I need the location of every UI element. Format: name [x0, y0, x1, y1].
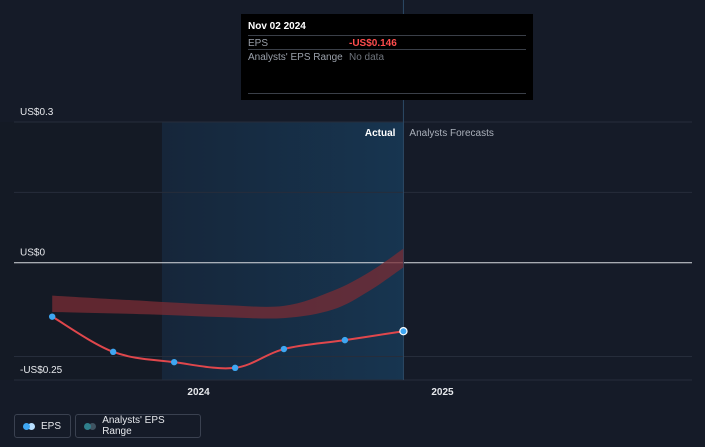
- analysts-eps-range-band: [52, 248, 404, 319]
- tooltip-date: Nov 02 2024: [248, 21, 306, 32]
- forecast-region-label: Analysts Forecasts: [409, 128, 493, 139]
- legend-range-button[interactable]: Analysts' EPS Range: [75, 414, 201, 438]
- eps-point[interactable]: [170, 358, 178, 366]
- tooltip-range-value: No data: [349, 52, 385, 63]
- actual-region-label: Actual: [365, 128, 396, 139]
- tooltip-eps-label: EPS: [248, 38, 269, 49]
- eps-point[interactable]: [48, 313, 56, 320]
- history-background: [0, 122, 162, 380]
- legend-eps-button[interactable]: EPS: [14, 414, 71, 438]
- y-tick-label: -US$0.25: [20, 365, 63, 376]
- tooltip-range-label: Analysts' EPS Range: [248, 52, 343, 63]
- legend-eps-label: EPS: [40, 420, 61, 432]
- hover-tooltip: Nov 02 2024 EPS -US$0.146 Analysts' EPS …: [241, 14, 533, 100]
- eps-series-points: [48, 313, 408, 372]
- eps-point[interactable]: [280, 345, 288, 353]
- x-axis: 2024 2025: [187, 387, 454, 398]
- tooltip-row-eps: EPS -US$0.146: [248, 35, 526, 50]
- y-tick-label: US$0: [20, 248, 45, 259]
- range-swatch-icon: [84, 422, 96, 430]
- eps-point[interactable]: [109, 348, 117, 356]
- legend-range-label: Analysts' EPS Range: [102, 415, 165, 437]
- x-tick-label: 2025: [431, 387, 454, 398]
- eps-swatch-icon: [23, 422, 35, 430]
- y-tick-label: US$0.3: [20, 107, 54, 118]
- tooltip-row-range: Analysts' EPS Range No data: [248, 49, 526, 64]
- grid-lines: [14, 121, 692, 381]
- eps-point[interactable]: [231, 364, 239, 372]
- eps-point[interactable]: [399, 327, 408, 336]
- x-tick-label: 2024: [187, 387, 210, 398]
- actual-region-shade: [161, 122, 404, 380]
- eps-point[interactable]: [341, 336, 349, 344]
- y-axis: US$0.3 US$0 -US$0.25: [20, 107, 63, 376]
- tooltip-eps-value: -US$0.146: [349, 38, 397, 49]
- tooltip-divider: [248, 93, 526, 94]
